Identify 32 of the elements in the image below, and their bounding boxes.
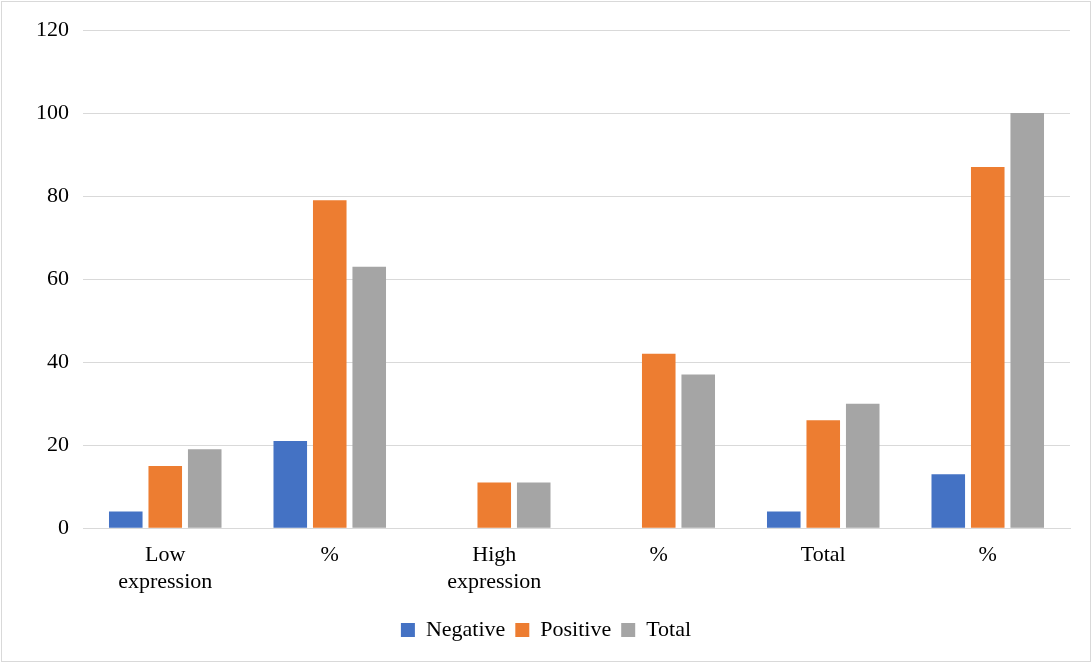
bar (352, 266, 387, 528)
x-tick-label: Total (800, 541, 846, 567)
x-tick-label: % (320, 541, 339, 567)
bar (516, 482, 551, 528)
x-tick-label: Low expression (118, 541, 213, 593)
bar (312, 200, 347, 528)
bar (806, 420, 841, 528)
bar (845, 403, 880, 528)
y-tick-label: 20 (47, 430, 69, 456)
y-tick-label: 40 (47, 347, 69, 373)
y-tick-label: 60 (47, 264, 69, 290)
bar (148, 465, 183, 528)
x-tick-label: High expression (447, 541, 542, 593)
bar (108, 511, 143, 528)
y-tick-label: 80 (47, 181, 69, 207)
bar (931, 474, 966, 528)
legend-label: Positive (540, 615, 612, 641)
legend-label: Total (646, 615, 692, 641)
bar (766, 511, 801, 528)
bar (681, 374, 716, 528)
x-tick-label: % (978, 541, 997, 567)
bar (970, 167, 1005, 528)
x-tick-label: % (649, 541, 668, 567)
legend-label: Negative (425, 615, 506, 641)
bar (641, 353, 676, 528)
bar (477, 482, 512, 528)
bar (187, 449, 222, 528)
bar (273, 441, 308, 528)
bar (1010, 113, 1045, 528)
y-tick-label: 100 (36, 98, 69, 124)
y-tick-label: 0 (58, 513, 69, 539)
y-tick-label: 120 (36, 15, 69, 41)
